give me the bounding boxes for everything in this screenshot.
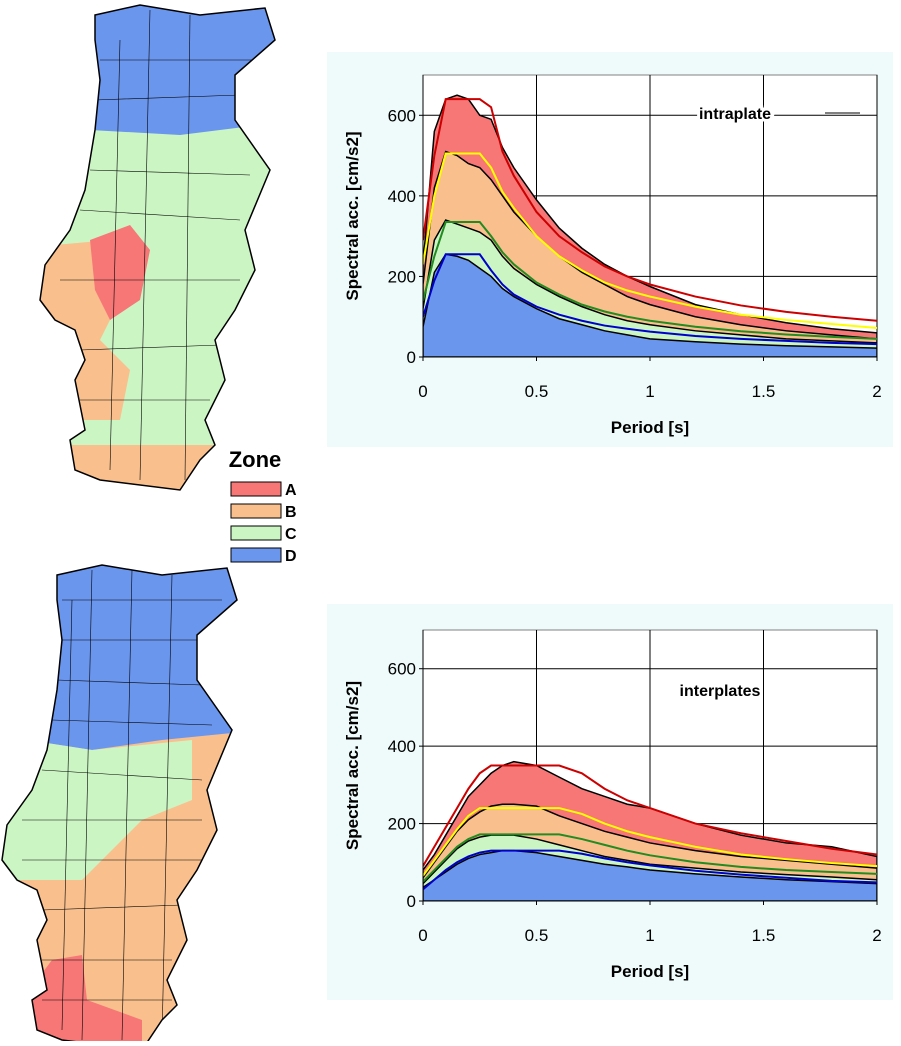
code-spectrum-line [423,807,877,877]
legend-swatch [230,547,282,563]
y-tick-label: 0 [407,348,416,367]
code-spectrum-line [423,152,877,329]
x-axis-label: Period [s] [611,418,689,437]
y-tick-label: 600 [388,660,416,679]
y-tick-label: 600 [388,106,416,125]
x-tick-label: 0 [418,926,427,945]
y-axis-label: Spectral acc. [cm/s2] [343,131,362,300]
legend-label: B [285,504,297,521]
legend-label: A [285,482,297,499]
x-tick-label: 1.5 [752,382,776,401]
map-interplate [1,564,238,1046]
area [423,849,877,901]
legend-title: Zone [229,447,282,472]
annotation: interplates [680,683,761,700]
x-tick-label: 1.5 [752,926,776,945]
x-tick-label: 2 [872,382,881,401]
x-tick-label: 1 [645,926,654,945]
code-spectrum-line [423,833,877,883]
legend-label: D [285,548,297,565]
legend-swatch [230,481,282,497]
x-tick-label: 1 [645,382,654,401]
annotation: intraplate [699,106,771,123]
code-spectrum-line [423,764,877,867]
code-spectrum-line [423,98,877,322]
x-tick-label: 0 [418,382,427,401]
x-tick-label: 0.5 [525,926,549,945]
y-tick-label: 400 [388,187,416,206]
code-spectrum-line [423,849,877,891]
y-tick-label: 200 [388,815,416,834]
code-spectrum-line [423,221,877,340]
y-axis-label: Spectral acc. [cm/s2] [343,681,362,850]
code-spectrum-line [423,253,877,346]
y-tick-label: 400 [388,737,416,756]
series-group [423,94,877,357]
map-intraplate [39,4,276,491]
legend-swatch [230,525,282,541]
x-tick-label: 0.5 [525,382,549,401]
area [423,253,877,357]
legend-swatch [230,503,282,519]
x-axis-label: Period [s] [611,962,689,981]
legend-label: C [285,526,297,543]
y-tick-label: 0 [407,892,416,911]
series-group [423,760,877,901]
y-tick-label: 200 [388,267,416,286]
x-tick-label: 2 [872,926,881,945]
